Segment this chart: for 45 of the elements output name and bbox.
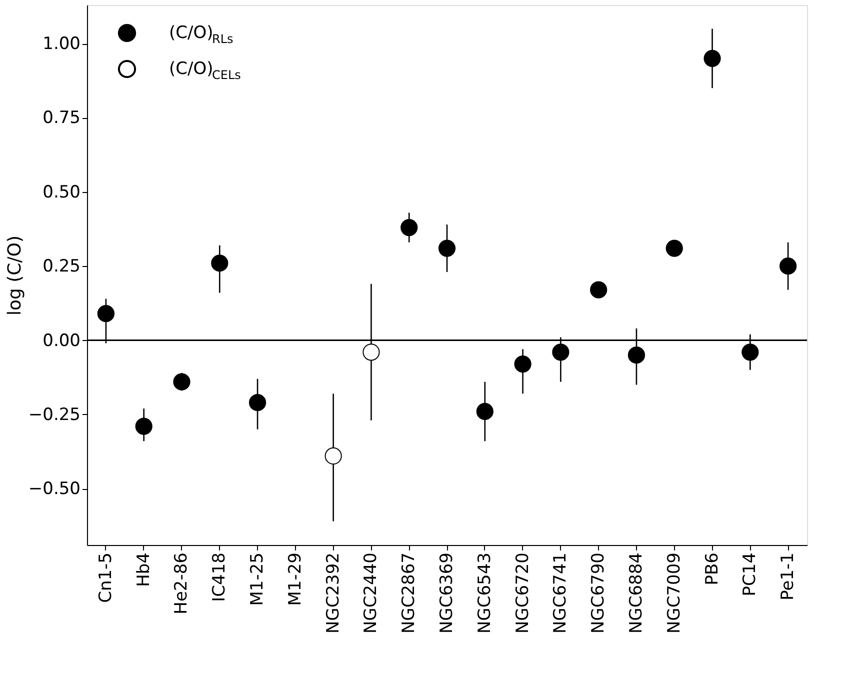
point [514,355,532,373]
point [135,418,152,435]
point [476,402,494,420]
point [666,240,683,257]
x-tick-label: Hb4 [134,552,154,587]
y-tick-label: 0.50 [42,182,80,202]
point [704,50,721,67]
x-tick-label: He2-86 [172,552,192,614]
point [438,240,456,257]
x-tick-label: PB6 [702,552,722,586]
point [362,344,380,361]
x-tick-label: M1-29 [285,552,306,606]
x-tick-label: Pe1-1 [778,552,798,600]
y-tick-label: 0.25 [42,256,80,277]
x-tick-label: PC14 [740,552,760,596]
point [742,344,759,361]
x-tick-label: Cn1-5 [96,552,116,603]
point [628,346,646,364]
point [248,394,266,412]
x-tick-label: NGC6369 [437,552,457,634]
x-tick-label: NGC6543 [474,552,495,634]
x-tick-label: NGC6884 [626,552,646,634]
point [400,218,418,236]
point [97,305,115,322]
x-tick-label: NGC6790 [588,552,609,634]
y-tick-label: 1.00 [42,34,80,54]
point [552,344,570,361]
x-tick-label: M1-25 [248,552,268,606]
x-tick-label: NGC2440 [361,552,382,634]
y-tick-label: 0.00 [42,330,80,351]
point [590,281,608,298]
y-tick-label: −0.25 [28,404,80,425]
point [173,373,190,390]
point [324,447,342,465]
x-tick-label: NGC2867 [399,552,420,634]
x-tick-label: NGC7009 [664,552,684,634]
x-tick-label: NGC6720 [512,552,533,634]
y-axis-title: log (C/O) [4,235,26,316]
point [779,258,797,275]
point [211,254,228,272]
y-tick-label: 0.75 [42,108,80,128]
x-tick-label: NGC6741 [550,552,571,634]
y-tick-label: −0.50 [28,479,80,500]
x-tick-label: IC418 [210,552,230,602]
x-tick-label: NGC2392 [323,552,344,634]
